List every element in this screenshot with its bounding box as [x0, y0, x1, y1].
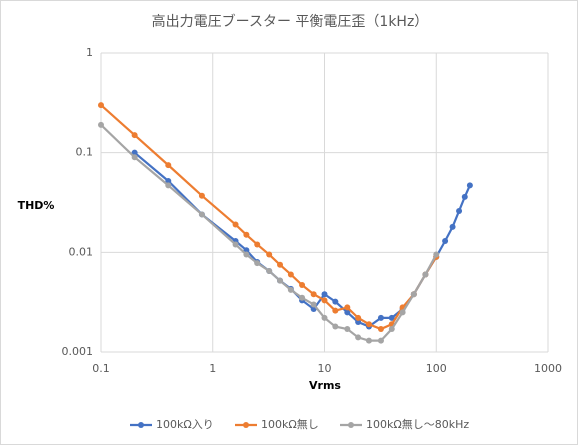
data-point — [355, 314, 362, 321]
data-point — [355, 318, 362, 325]
data-point — [131, 132, 138, 139]
x-tick-label: 10 — [318, 362, 332, 375]
legend-label: 100kΩ無し — [261, 417, 319, 431]
data-point — [388, 326, 395, 333]
data-point — [165, 182, 172, 189]
data-point — [355, 334, 362, 341]
data-point — [466, 182, 473, 189]
data-point — [321, 314, 328, 321]
data-point — [277, 261, 284, 268]
data-point — [232, 221, 239, 228]
y-tick-label: 1 — [86, 46, 93, 59]
x-tick-label: 1000 — [534, 362, 562, 375]
x-tick-label: 1 — [209, 362, 216, 375]
legend-label: 100kΩ無し～80kHz — [366, 417, 469, 431]
data-point — [377, 337, 384, 344]
data-point — [198, 211, 205, 218]
data-point — [310, 301, 317, 308]
data-point — [287, 286, 294, 293]
x-axis-label: Vrms — [309, 379, 341, 392]
data-point — [198, 192, 205, 199]
data-point — [388, 314, 395, 321]
data-point — [254, 260, 261, 267]
data-point — [98, 102, 104, 109]
data-point — [254, 241, 261, 248]
data-point — [321, 297, 328, 304]
y-tick-label: 0.01 — [69, 245, 94, 258]
legend-marker — [348, 422, 354, 428]
data-point — [165, 162, 172, 169]
data-point — [266, 267, 273, 274]
chart-title: 高出力電圧ブースター 平衡電圧歪（1kHz） — [152, 13, 429, 30]
y-axis-label: THD% — [18, 199, 55, 212]
x-tick-label: 0.1 — [92, 362, 110, 375]
data-point — [449, 223, 456, 230]
data-point — [377, 314, 384, 321]
data-point — [287, 271, 294, 278]
data-point — [410, 291, 417, 298]
data-point — [365, 337, 372, 344]
data-point — [344, 304, 351, 311]
data-point — [365, 321, 372, 328]
data-point — [332, 323, 339, 330]
data-point — [433, 251, 440, 258]
data-point — [422, 271, 429, 278]
y-tick-label: 0.001 — [62, 345, 94, 358]
x-tick-label: 100 — [426, 362, 447, 375]
data-point — [131, 149, 138, 156]
data-point — [266, 251, 273, 258]
data-point — [399, 309, 406, 316]
data-point — [344, 309, 351, 316]
data-point — [299, 294, 306, 301]
data-point — [344, 326, 351, 333]
data-point — [232, 241, 239, 248]
data-point — [243, 251, 250, 258]
data-point — [461, 193, 468, 200]
legend-marker — [138, 422, 144, 428]
data-point — [321, 291, 328, 298]
data-point — [131, 154, 138, 161]
data-point — [98, 121, 104, 128]
data-point — [332, 307, 339, 314]
data-point — [442, 237, 449, 244]
data-point — [277, 277, 284, 284]
data-point — [165, 177, 172, 184]
legend-label: 100kΩ入り — [156, 418, 214, 431]
data-point — [310, 291, 317, 298]
data-point — [377, 326, 384, 333]
data-point — [456, 207, 463, 214]
data-point — [299, 282, 306, 289]
data-point — [243, 231, 250, 238]
data-point — [332, 298, 339, 305]
legend-marker — [243, 422, 249, 428]
y-tick-label: 0.1 — [76, 146, 94, 159]
